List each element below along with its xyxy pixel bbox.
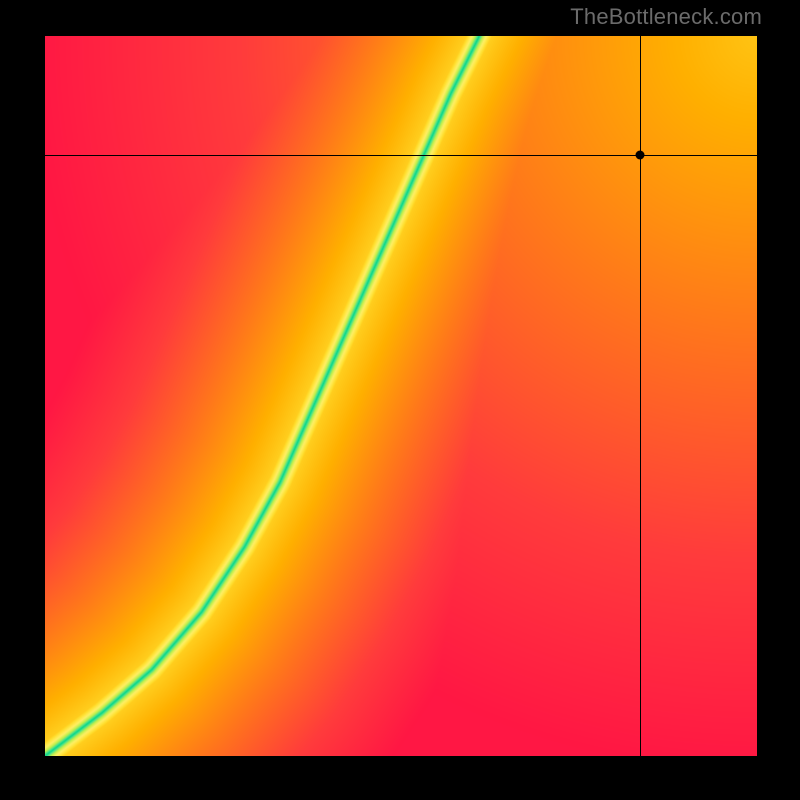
crosshair-horizontal — [45, 155, 757, 156]
heatmap-canvas — [45, 36, 757, 756]
heatmap-plot — [45, 36, 757, 756]
crosshair-vertical — [640, 36, 641, 756]
chart-frame: TheBottleneck.com — [0, 0, 800, 800]
watermark-text: TheBottleneck.com — [570, 4, 762, 30]
crosshair-marker — [635, 150, 644, 159]
